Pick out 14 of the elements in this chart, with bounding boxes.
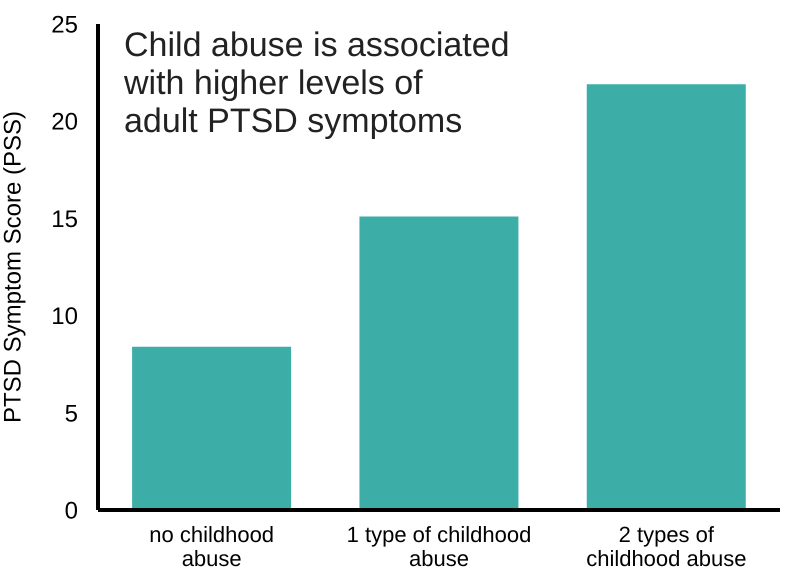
y-tick-label: 15 [51, 206, 78, 233]
y-tick-label: 5 [64, 400, 78, 428]
bar [359, 216, 518, 510]
y-tick-label: 25 [51, 12, 78, 39]
y-tick-label: 0 [64, 498, 78, 525]
x-tick-label: 2 types of childhood abuse [586, 522, 746, 571]
x-tick-label: no childhood abuse [149, 522, 274, 571]
bar [132, 346, 292, 510]
y-tick-label: 10 [51, 303, 78, 330]
bar [586, 84, 746, 510]
x-tick-label: 1 type of childhood abuse [346, 522, 532, 571]
y-tick-label: 20 [51, 108, 78, 136]
text: Child abuse is associated with higher levels of adult PTSD symptoms [123, 26, 510, 140]
y-axis-title: PTSD Symptom Score (PSS) [0, 110, 27, 424]
